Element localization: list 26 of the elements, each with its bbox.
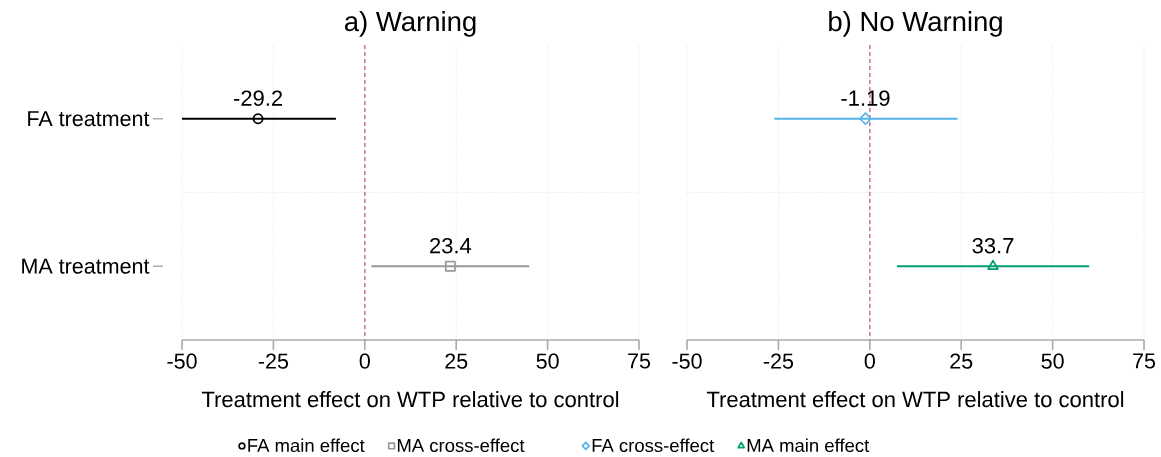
x-tick-label: 0 [359, 353, 370, 369]
data-label: -29.2 [233, 90, 283, 106]
y-tick-label: FA treatment [28, 111, 150, 127]
x-tick-label: 75 [628, 353, 651, 369]
data-label: -1.19 [841, 90, 890, 106]
x-axis-title: Treatment effect on WTP relative to control [201, 391, 619, 408]
x-tick-label: -25 [763, 353, 794, 369]
x-tick-label: 50 [536, 353, 559, 369]
x-tick-label: 25 [445, 353, 468, 369]
x-tick-label: -50 [167, 353, 197, 369]
legend-label: FA cross-effect [592, 438, 715, 453]
legend-label: MA main effect [747, 438, 870, 453]
data-label: 23.4 [430, 237, 472, 254]
x-tick-label: 75 [1133, 353, 1156, 369]
data-label: 33.7 [972, 237, 1014, 254]
x-tick-label: -50 [672, 353, 702, 369]
chart-title: b) No Warning [829, 11, 1002, 37]
legend-label: MA cross-effect [397, 438, 525, 453]
x-tick-label: 50 [1041, 353, 1064, 369]
x-tick-label: -25 [258, 353, 289, 369]
legend-label: FA main effect [248, 438, 365, 453]
x-tick-label: 25 [950, 353, 973, 369]
x-tick-label: 0 [864, 353, 875, 369]
x-axis-title: Treatment effect on WTP relative to control [706, 391, 1124, 408]
y-tick-label: MA treatment [22, 258, 150, 274]
chart-title: a) Warning [344, 11, 476, 37]
